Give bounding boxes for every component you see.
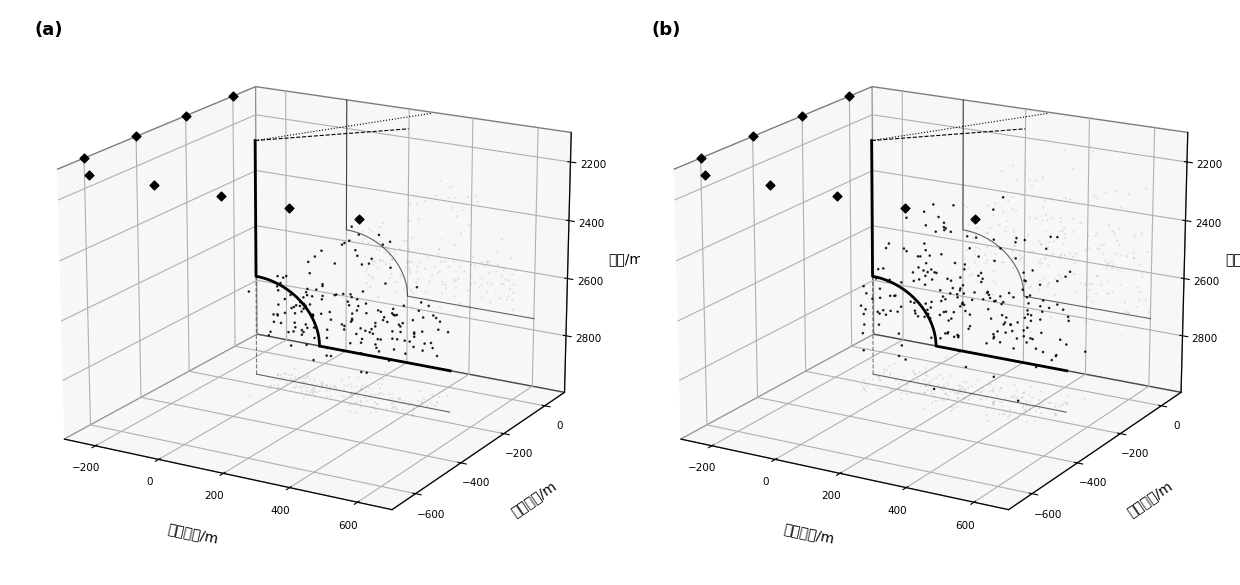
Text: (b): (b) — [651, 22, 681, 39]
X-axis label: 南北方向/m: 南北方向/m — [166, 521, 219, 546]
Y-axis label: 东西方向/m: 东西方向/m — [1125, 479, 1176, 519]
X-axis label: 南北方向/m: 南北方向/m — [782, 521, 836, 546]
Text: (a): (a) — [35, 22, 63, 39]
Y-axis label: 东西方向/m: 东西方向/m — [508, 479, 558, 519]
